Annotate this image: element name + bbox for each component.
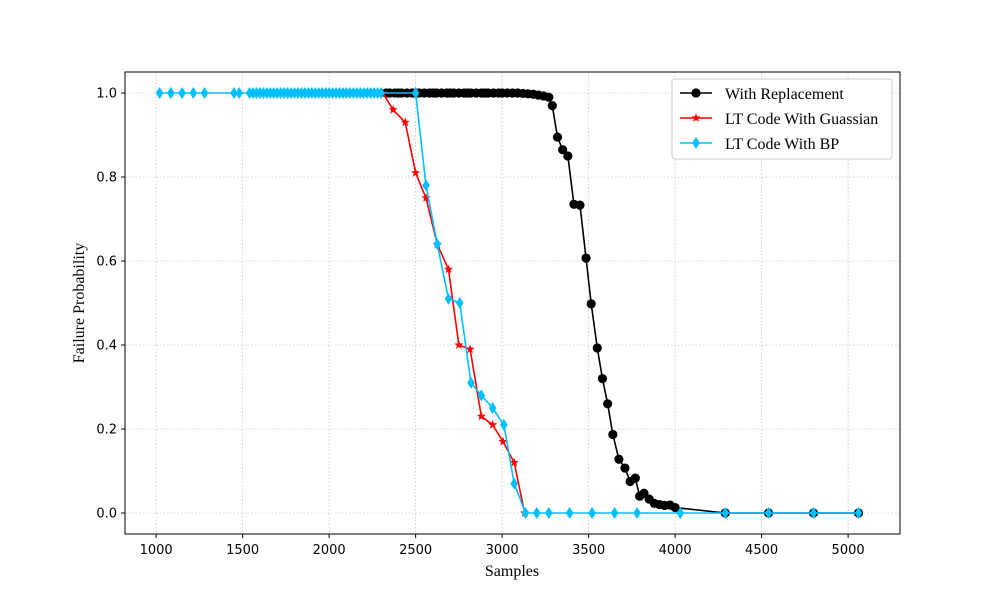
x-tick-label: 5000 [832, 543, 865, 558]
x-tick-label: 2500 [399, 543, 432, 558]
legend: With Replacement LT Code With Guassian L… [671, 78, 893, 160]
data-point [465, 344, 475, 354]
data-point [544, 92, 554, 102]
data-point [614, 454, 624, 464]
data-point [200, 87, 209, 99]
plot-frame [124, 71, 901, 535]
data-point [532, 507, 541, 519]
y-axis-label: Failure Probability [71, 243, 88, 363]
y-tick-label: 0.6 [96, 255, 117, 270]
x-tick-label: 1000 [140, 543, 173, 558]
data-point [521, 507, 530, 519]
data-point [545, 507, 553, 519]
legend-marker [691, 113, 701, 122]
data-point [178, 87, 186, 99]
data-point [433, 238, 442, 251]
data-point [498, 436, 508, 446]
data-point [230, 87, 238, 99]
data-point [488, 420, 498, 429]
data-point [509, 457, 519, 467]
data-point [603, 399, 613, 409]
data-point [586, 299, 596, 309]
data-point [597, 374, 608, 384]
data-point [477, 389, 486, 402]
data-point [676, 507, 685, 519]
data-point [547, 101, 557, 111]
data-point [388, 105, 398, 114]
data-point [588, 507, 596, 519]
x-tick-label: 4000 [659, 543, 692, 558]
y-tick-label: 0.4 [96, 339, 117, 354]
data-point [721, 507, 730, 519]
data-point [633, 507, 641, 519]
legend-label-with-replacement: With Replacement [725, 86, 844, 103]
data-point [421, 193, 431, 202]
data-point [189, 87, 198, 99]
data-point [455, 297, 464, 309]
y-tick-label: 0.8 [96, 171, 117, 186]
data-point [552, 132, 563, 142]
data-point [764, 507, 773, 519]
data-point [575, 200, 585, 210]
data-point [630, 473, 640, 483]
data-point [670, 502, 680, 513]
data-point [476, 411, 486, 421]
data-point [400, 117, 410, 127]
data-point [377, 87, 385, 99]
legend-frame [671, 78, 893, 160]
x-tick-label: 2000 [313, 543, 346, 558]
data-point [422, 179, 430, 192]
data-point [809, 507, 818, 519]
series-line [382, 92, 526, 514]
y-tick-label: 1.0 [96, 87, 117, 102]
series-2 [155, 87, 863, 519]
legend-marker [692, 137, 700, 149]
legend-label-lt-code-guassian: LT Code With Guassian [725, 111, 878, 128]
data-point [443, 264, 454, 274]
data-point [167, 87, 175, 99]
axes: 1000 1500 2000 2500 3000 3500 4000 4500 5000 0.0 0… [96, 87, 864, 559]
x-tick-label: 4500 [745, 543, 778, 558]
legend-label-lt-code-bp: LT Code With BP [725, 136, 839, 153]
x-axis-label: Samples [485, 563, 539, 580]
data-point [610, 507, 619, 519]
legend-marker [691, 88, 701, 98]
data-point [235, 87, 243, 99]
data-point [565, 507, 574, 519]
x-tick-label: 3000 [486, 543, 519, 558]
data-point [639, 488, 649, 498]
data-point [411, 168, 421, 177]
data-point [454, 340, 464, 349]
data-point [592, 343, 602, 353]
x-tick-label: 1500 [226, 543, 259, 558]
data-point [467, 376, 475, 389]
y-tick-label: 0.2 [96, 423, 117, 438]
data-point [854, 507, 863, 519]
data-point [563, 151, 573, 161]
data-point [411, 87, 420, 99]
y-tick-label: 0.0 [96, 507, 117, 522]
data-point [558, 145, 568, 155]
data-point [500, 418, 508, 431]
data-point [581, 253, 591, 263]
data-point [608, 429, 618, 440]
data-point [510, 477, 519, 490]
data-point [444, 292, 453, 305]
series-layer [155, 87, 864, 519]
data-point [155, 87, 164, 99]
x-tick-label: 3500 [572, 543, 605, 558]
data-point [488, 402, 497, 414]
data-point [620, 463, 630, 473]
